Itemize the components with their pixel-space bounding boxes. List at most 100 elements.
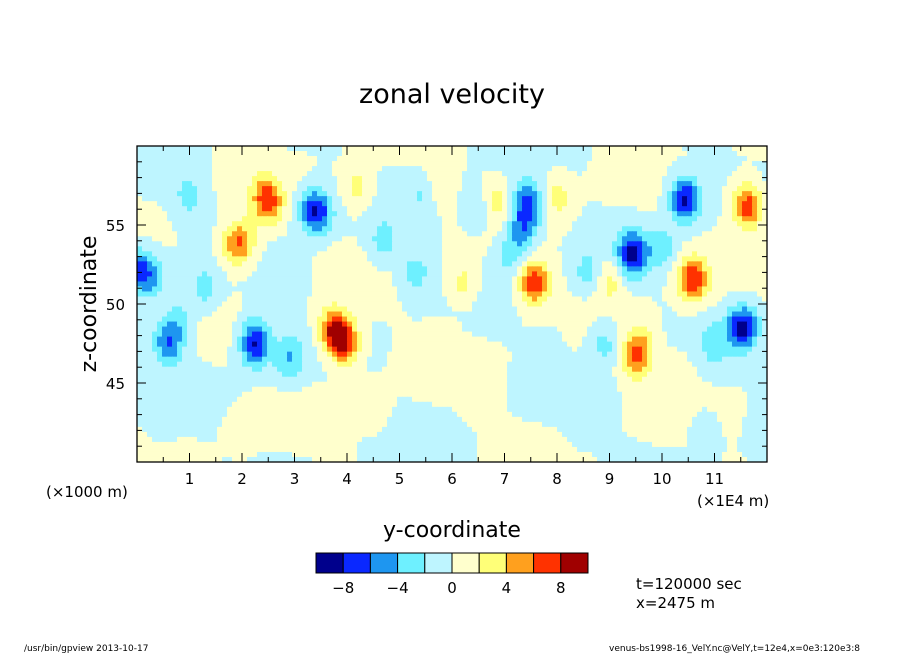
heatmap-cell [217, 236, 223, 242]
heatmap-cell [547, 151, 553, 157]
heatmap-cell [742, 171, 748, 177]
heatmap-cell [517, 256, 523, 262]
heatmap-cell [187, 261, 193, 267]
heatmap-cell [442, 226, 448, 232]
heatmap-cell [412, 196, 418, 202]
heatmap-cell [252, 181, 258, 187]
heatmap-cell [207, 271, 213, 278]
heatmap-cell [437, 251, 443, 257]
heatmap-cell [457, 201, 463, 207]
heatmap-cell [452, 226, 458, 232]
heatmap-cell [692, 146, 698, 152]
heatmap-cell [472, 276, 478, 283]
heatmap-cell [352, 331, 358, 338]
heatmap-cell [622, 226, 628, 232]
heatmap-cell [192, 311, 198, 318]
heatmap-cell [322, 331, 328, 338]
heatmap-cell [662, 166, 668, 172]
heatmap-cell [307, 261, 313, 267]
heatmap-cell [352, 341, 358, 348]
heatmap-cell [412, 151, 418, 157]
heatmap-cell [207, 306, 213, 313]
heatmap-cell [617, 291, 623, 298]
heatmap-cell [207, 206, 213, 212]
heatmap-cell [382, 301, 388, 308]
heatmap-cell [727, 246, 733, 252]
heatmap-cell [537, 231, 543, 237]
heatmap-cell [642, 321, 648, 328]
heatmap-cell [667, 181, 673, 187]
heatmap-cell [342, 321, 348, 328]
heatmap-cell [522, 196, 528, 202]
heatmap-cell [327, 216, 333, 222]
heatmap-cell [207, 171, 213, 177]
heatmap-cell [707, 191, 713, 197]
heatmap-cell [327, 181, 333, 187]
heatmap-cell [172, 291, 178, 298]
heatmap-cell [262, 186, 268, 192]
heatmap-cell [612, 231, 618, 237]
heatmap-cell [522, 291, 528, 298]
heatmap-cell [667, 311, 673, 318]
heatmap-cell [592, 191, 598, 197]
heatmap-cell [382, 231, 388, 237]
heatmap-cell [607, 301, 613, 308]
heatmap-cell [652, 151, 658, 157]
heatmap-cell [227, 211, 233, 217]
heatmap-cell [722, 301, 728, 308]
heatmap-cell [577, 156, 583, 162]
heatmap-cell [327, 316, 333, 323]
heatmap-cell [592, 336, 598, 343]
heatmap-cell [182, 151, 188, 157]
heatmap-cell [172, 251, 178, 257]
heatmap-cell [737, 331, 743, 338]
heatmap-cell [147, 271, 153, 278]
heatmap-cell [512, 336, 518, 343]
heatmap-cell [252, 296, 258, 303]
heatmap-cell [307, 336, 313, 343]
heatmap-cell [737, 181, 743, 187]
heatmap-cell [517, 286, 523, 293]
heatmap-cell [242, 166, 248, 172]
heatmap-cell [402, 286, 408, 293]
heatmap-cell [582, 306, 588, 313]
heatmap-cell [482, 271, 488, 278]
heatmap-cell [282, 171, 288, 177]
heatmap-cell [552, 176, 558, 182]
heatmap-cell [302, 261, 308, 267]
heatmap-cell [417, 211, 423, 217]
heatmap-cell [212, 186, 218, 192]
heatmap-cell [757, 146, 763, 152]
heatmap-cell [647, 311, 653, 318]
heatmap-cell [217, 196, 223, 202]
heatmap-cell [452, 271, 458, 278]
heatmap-cell [427, 291, 433, 298]
heatmap-cell [272, 306, 278, 313]
heatmap-cell [307, 326, 313, 333]
heatmap-cell [237, 316, 243, 323]
heatmap-cell [662, 241, 668, 247]
heatmap-cell [377, 301, 383, 308]
heatmap-cell [292, 331, 298, 338]
heatmap-cell [537, 311, 543, 318]
heatmap-cell [637, 271, 643, 278]
heatmap-cell [482, 156, 488, 162]
heatmap-cell [212, 156, 218, 162]
heatmap-cell [162, 296, 168, 303]
heatmap-cell [537, 201, 543, 207]
heatmap-cell [467, 146, 473, 152]
heatmap-cell [612, 266, 618, 272]
heatmap-cell [472, 196, 478, 202]
heatmap-cell [297, 216, 303, 222]
heatmap-cell [277, 306, 283, 313]
heatmap-cell [592, 256, 598, 262]
heatmap-cell [307, 291, 313, 298]
heatmap-cell [387, 246, 393, 252]
heatmap-cell [212, 211, 218, 217]
heatmap-cell [252, 291, 258, 298]
heatmap-cell [472, 321, 478, 328]
heatmap-cell [192, 301, 198, 308]
heatmap-cell [282, 146, 288, 152]
heatmap-cell [332, 196, 338, 202]
